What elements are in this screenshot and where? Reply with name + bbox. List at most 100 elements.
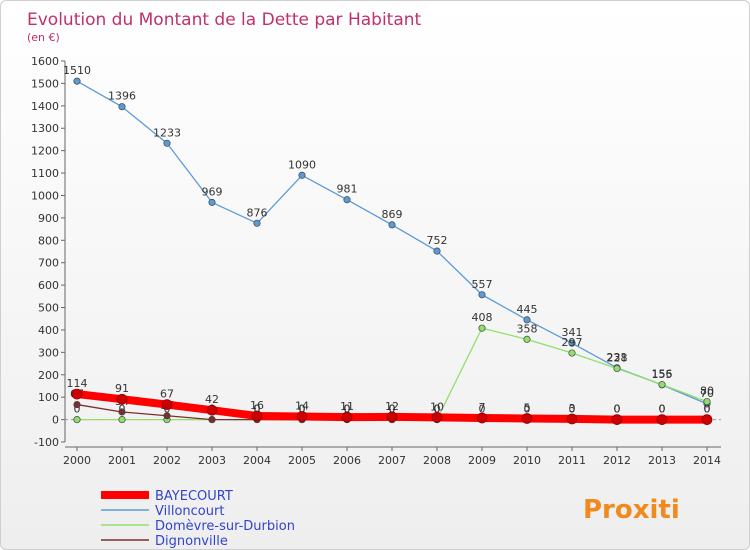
- data-point-bayecourt: [476, 412, 488, 424]
- chart-axes: -100010020030040050060070080090010001100…: [31, 55, 721, 467]
- data-label-dom-vre-sur-durbion: 297: [562, 336, 583, 349]
- data-point-dom-vre-sur-durbion: [523, 335, 531, 343]
- data-label-bayecourt: 91: [115, 382, 129, 395]
- x-tick-label: 2000: [63, 454, 91, 467]
- legend-label-dignonville: Dignonville: [155, 534, 228, 549]
- data-point-bayecourt: [116, 393, 128, 405]
- data-label-bayecourt: 67: [160, 388, 174, 401]
- data-label-dignonville: 0: [569, 403, 576, 416]
- data-point-dignonville: [73, 401, 81, 409]
- x-tick-label: 2012: [603, 454, 631, 467]
- data-point-villoncourt: [478, 291, 486, 299]
- data-label-bayecourt: 5: [524, 401, 531, 414]
- data-label-villoncourt: 341: [562, 326, 583, 339]
- y-tick-label: 900: [38, 212, 59, 225]
- data-label-dom-vre-sur-durbion: 80: [700, 385, 714, 398]
- data-label-dignonville: 0: [299, 403, 306, 416]
- data-point-villoncourt: [298, 171, 306, 179]
- data-point-bayecourt: [206, 404, 218, 416]
- data-point-villoncourt: [433, 247, 441, 255]
- data-label-villoncourt: 70: [700, 387, 714, 400]
- data-label-bayecourt: 16: [250, 399, 264, 412]
- data-point-bayecourt: [251, 410, 263, 422]
- data-label-dom-vre-sur-durbion: 408: [472, 311, 493, 324]
- data-label-dignonville: 0: [704, 403, 711, 416]
- data-point-bayecourt: [566, 413, 578, 425]
- data-point-dom-vre-sur-durbion: [658, 381, 666, 389]
- data-point-villoncourt: [118, 103, 126, 111]
- data-point-dom-vre-sur-durbion: [478, 324, 486, 332]
- plot-area: 1510 1396 1233 969 876 1090 981 869 752 557 445 341…: [63, 64, 714, 425]
- y-tick-label: -100: [34, 436, 59, 449]
- data-label-villoncourt: 155: [652, 368, 673, 381]
- data-label-dignonville: 0: [344, 403, 351, 416]
- y-tick-label: 600: [38, 279, 59, 292]
- data-label-dignonville: 0: [614, 403, 621, 416]
- data-label-dom-vre-sur-durbion: 0: [344, 403, 351, 416]
- data-label-villoncourt: 869: [382, 208, 403, 221]
- y-tick-label: 200: [38, 369, 59, 382]
- data-label-dignonville: 0: [659, 403, 666, 416]
- data-label-dignonville: 0: [524, 403, 531, 416]
- data-label-villoncourt: 445: [517, 303, 538, 316]
- data-label-villoncourt: 981: [337, 183, 358, 196]
- x-tick-label: 2009: [468, 454, 496, 467]
- y-tick-label: 1000: [31, 189, 59, 202]
- data-label-dignonville: 0: [389, 403, 396, 416]
- y-tick-label: 0: [52, 414, 59, 427]
- x-tick-label: 2014: [693, 454, 721, 467]
- y-tick-label: 400: [38, 324, 59, 337]
- data-point-bayecourt: [161, 399, 173, 410]
- y-tick-label: 1100: [31, 167, 59, 180]
- x-tick-label: 2008: [423, 454, 451, 467]
- data-point-villoncourt: [343, 196, 351, 204]
- y-tick-label: 800: [38, 234, 59, 247]
- data-label-dom-vre-sur-durbion: 0: [299, 403, 306, 416]
- brand-logo: Proxiti: [583, 495, 680, 525]
- data-point-villoncourt: [163, 139, 171, 147]
- y-tick-label: 700: [38, 257, 59, 270]
- x-tick-label: 2003: [198, 454, 226, 467]
- x-tick-label: 2006: [333, 454, 361, 467]
- data-label-bayecourt: 42: [205, 393, 219, 406]
- legend-label-villoncourt: Villoncourt: [155, 504, 224, 519]
- data-label-villoncourt: 1090: [288, 158, 316, 171]
- data-label-villoncourt: 876: [247, 206, 268, 219]
- data-label-bayecourt: 3: [569, 402, 576, 415]
- x-tick-label: 2001: [108, 454, 136, 467]
- data-point-bayecourt: [656, 414, 668, 425]
- y-tick-label: 1500: [31, 77, 59, 90]
- data-label-dom-vre-sur-durbion: 156: [652, 368, 673, 381]
- data-label-dom-vre-sur-durbion: 0: [434, 403, 441, 416]
- data-point-dignonville: [118, 408, 126, 416]
- data-point-dom-vre-sur-durbion: [568, 349, 576, 357]
- data-point-villoncourt: [568, 339, 576, 347]
- data-label-bayecourt: 7: [479, 401, 486, 414]
- data-label-villoncourt: 557: [472, 278, 493, 291]
- y-tick-label: 100: [38, 391, 59, 404]
- data-label-dom-vre-sur-durbion: 358: [517, 322, 538, 335]
- data-label-bayecourt: 114: [67, 377, 88, 390]
- data-label-villoncourt: 1233: [153, 126, 181, 139]
- data-label-bayecourt: 0: [614, 403, 621, 416]
- data-label-bayecourt: 14: [295, 399, 309, 412]
- data-point-dignonville: [163, 412, 171, 420]
- data-label-villoncourt: 969: [202, 185, 223, 198]
- data-point-bayecourt: [431, 411, 443, 423]
- y-tick-label: 500: [38, 302, 59, 315]
- data-point-villoncourt: [253, 219, 261, 227]
- x-tick-label: 2010: [513, 454, 541, 467]
- data-label-villoncourt: 752: [427, 234, 448, 247]
- data-label-villoncourt: 1396: [108, 90, 136, 103]
- data-point-bayecourt: [611, 414, 623, 425]
- data-label-villoncourt: 231: [607, 351, 628, 364]
- data-point-villoncourt: [73, 77, 81, 85]
- data-point-villoncourt: [388, 221, 396, 229]
- data-label-villoncourt: 1510: [63, 64, 91, 77]
- y-tick-label: 300: [38, 346, 59, 359]
- chart-title: Evolution du Montant de la Dette par Hab…: [27, 10, 422, 30]
- data-label-dignonville: 0: [479, 403, 486, 416]
- legend-label-bayecourt: BAYECOURT: [155, 489, 233, 504]
